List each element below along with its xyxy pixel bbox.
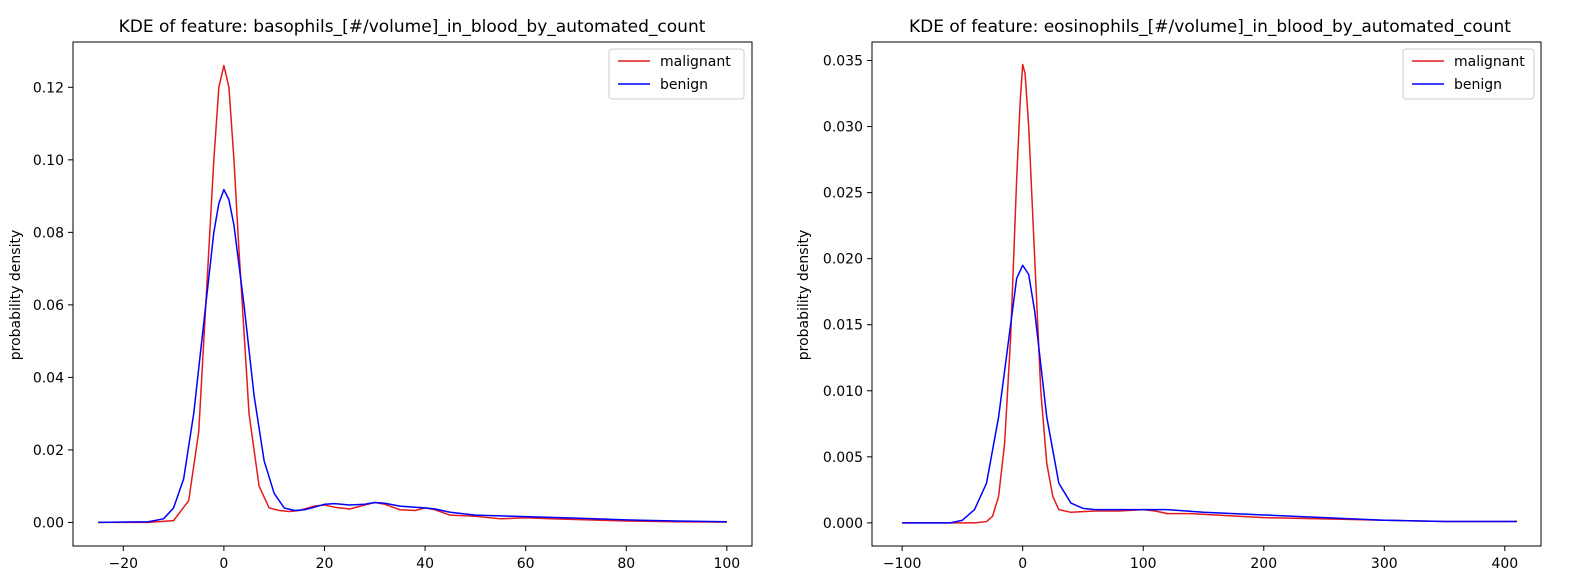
x-tick-label: −100 xyxy=(883,556,921,572)
y-tick-label: 0.02 xyxy=(33,443,64,459)
x-tick-label: 60 xyxy=(517,556,535,572)
y-tick-label: 0.06 xyxy=(33,298,64,314)
series-line-malignant xyxy=(902,63,1517,524)
x-tick-label: −20 xyxy=(109,556,139,572)
legend-label-malignant: malignant xyxy=(660,54,731,70)
legend: malignant benign xyxy=(1402,48,1535,100)
y-tick-label: 0.10 xyxy=(33,153,64,169)
y-axis-label: probability density xyxy=(796,230,812,360)
y-tick-label: 0.015 xyxy=(823,318,863,334)
x-tick-label: 0 xyxy=(1018,556,1027,572)
x-tick-label: 400 xyxy=(1491,556,1518,572)
chart-eosinophils: KDE of feature: eosinophils_[#/volume]_i… xyxy=(796,17,1542,572)
y-tick-label: 0.000 xyxy=(823,516,863,532)
x-tick-label: 100 xyxy=(713,556,740,572)
y-tick-label: 0.010 xyxy=(823,384,863,400)
y-tick-label: 0.04 xyxy=(33,370,64,386)
x-tick-label: 300 xyxy=(1371,556,1398,572)
x-tick-label: 200 xyxy=(1250,556,1277,572)
chart-title: KDE of feature: basophils_[#/volume]_in_… xyxy=(119,17,706,37)
plot-area: −100 0 100 200 300 400 0.000 0.005 0.010 0.015 0.0… xyxy=(823,53,1518,572)
y-axis-label: probability density xyxy=(8,230,24,360)
x-tick-label: 20 xyxy=(316,556,334,572)
y-tick-label: 0.12 xyxy=(33,80,64,96)
y-tick-label: 0.005 xyxy=(823,450,863,466)
y-tick-label: 0.020 xyxy=(823,252,863,268)
axes-frame xyxy=(871,41,1542,547)
series-line-malignant xyxy=(98,64,727,524)
y-tick-label: 0.08 xyxy=(33,225,64,241)
x-tick-label: 0 xyxy=(219,556,228,572)
legend-label-malignant: malignant xyxy=(1454,54,1525,70)
chart-basophils: KDE of feature: basophils_[#/volume]_in_… xyxy=(8,17,753,572)
legend-label-benign: benign xyxy=(1454,77,1502,93)
y-tick-label: 0.025 xyxy=(823,186,863,202)
series-line-benign xyxy=(98,188,727,524)
series-line-benign xyxy=(902,264,1517,524)
x-tick-label: 40 xyxy=(416,556,434,572)
chart-title: KDE of feature: eosinophils_[#/volume]_i… xyxy=(909,17,1511,37)
legend-label-benign: benign xyxy=(660,77,708,93)
plot-area: −20 0 20 40 60 80 100 0.00 0.02 0.04 0.06 0.08 0.10 0… xyxy=(33,64,740,572)
y-tick-label: 0.00 xyxy=(33,515,64,531)
axes-frame xyxy=(72,41,753,547)
x-tick-label: 80 xyxy=(617,556,635,572)
y-tick-label: 0.035 xyxy=(823,53,863,69)
x-tick-label: 100 xyxy=(1130,556,1157,572)
y-tick-label: 0.030 xyxy=(823,120,863,136)
legend: malignant benign xyxy=(608,48,745,100)
